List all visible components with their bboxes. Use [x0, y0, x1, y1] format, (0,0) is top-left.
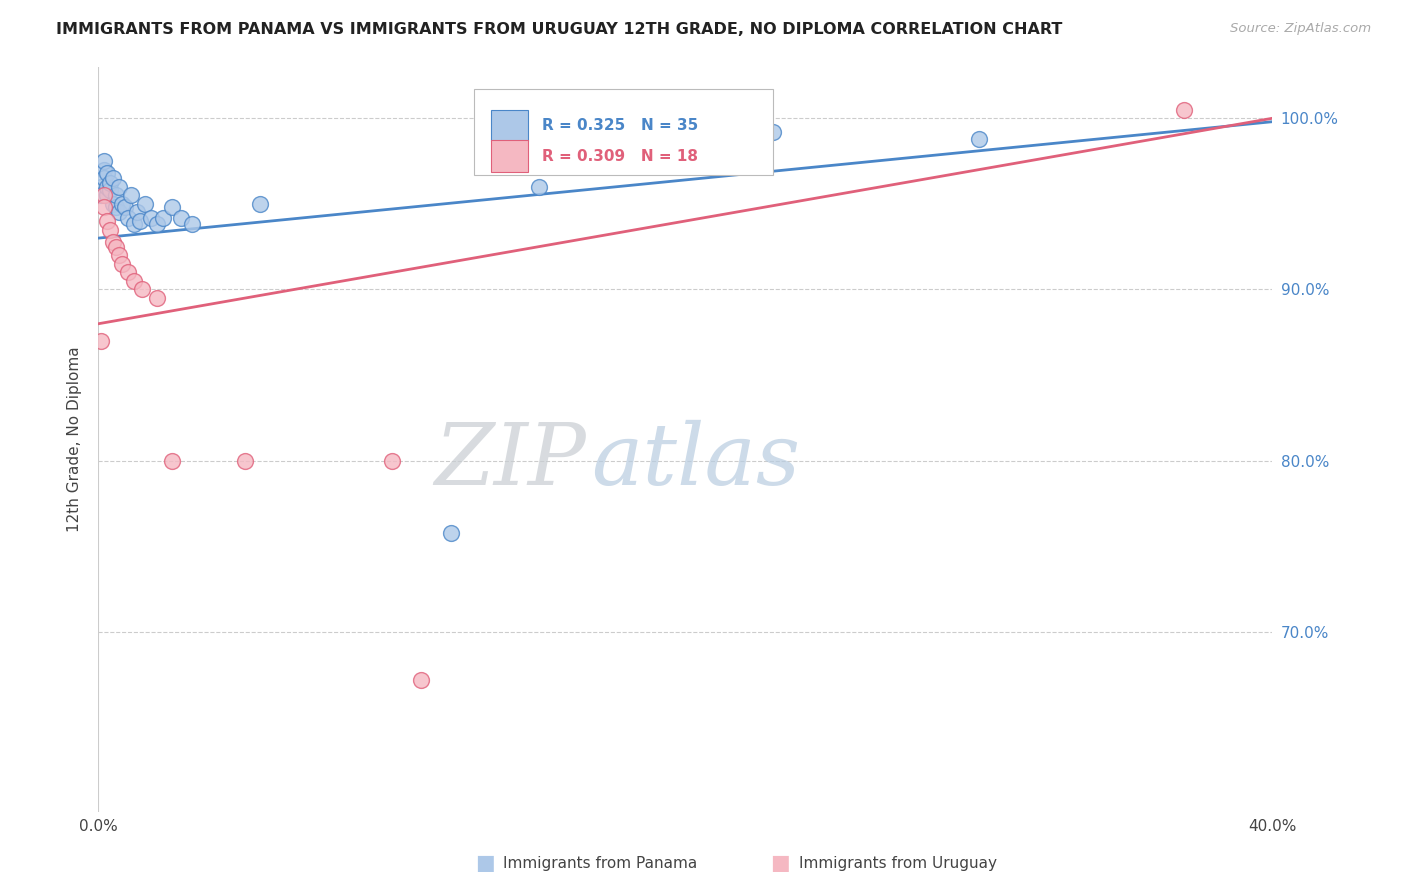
FancyBboxPatch shape — [491, 140, 529, 171]
Point — [93, 188, 115, 202]
Point — [101, 171, 124, 186]
Y-axis label: 12th Grade, No Diploma: 12th Grade, No Diploma — [67, 346, 83, 533]
Point — [1173, 103, 1195, 117]
Point — [967, 132, 990, 146]
Point — [90, 188, 112, 202]
Point — [105, 240, 128, 254]
Point — [98, 177, 121, 191]
Point — [105, 200, 128, 214]
Point — [122, 274, 145, 288]
Text: atlas: atlas — [592, 420, 800, 503]
Text: ZIP: ZIP — [434, 420, 586, 503]
Point — [111, 197, 134, 211]
Point — [90, 334, 112, 348]
Point — [146, 291, 169, 305]
Point — [111, 257, 134, 271]
Point — [122, 218, 145, 232]
Point — [125, 205, 148, 219]
Point — [762, 125, 785, 139]
Point — [117, 265, 139, 279]
Text: ■: ■ — [770, 854, 790, 873]
Point — [160, 200, 183, 214]
Point — [249, 197, 271, 211]
Point — [93, 162, 115, 177]
Point — [411, 673, 433, 687]
Point — [131, 283, 153, 297]
Point — [141, 211, 163, 225]
Point — [381, 453, 404, 467]
FancyBboxPatch shape — [491, 110, 529, 141]
FancyBboxPatch shape — [474, 89, 773, 175]
Point — [93, 200, 115, 214]
Point — [98, 222, 121, 236]
Point — [108, 179, 131, 194]
Point — [134, 197, 156, 211]
Point — [440, 525, 463, 540]
Text: IMMIGRANTS FROM PANAMA VS IMMIGRANTS FROM URUGUAY 12TH GRADE, NO DIPLOMA CORRELA: IMMIGRANTS FROM PANAMA VS IMMIGRANTS FRO… — [56, 22, 1063, 37]
Point — [527, 179, 550, 194]
Point — [96, 188, 118, 202]
Point — [93, 154, 115, 169]
Text: R = 0.309   N = 18: R = 0.309 N = 18 — [543, 149, 699, 163]
Point — [101, 197, 124, 211]
Point — [181, 218, 204, 232]
Point — [90, 179, 112, 194]
Point — [108, 205, 131, 219]
Point — [128, 214, 150, 228]
Text: R = 0.325   N = 35: R = 0.325 N = 35 — [543, 118, 699, 133]
Point — [101, 235, 124, 249]
Point — [146, 218, 169, 232]
Point — [93, 171, 115, 186]
Point — [169, 211, 191, 225]
Point — [160, 453, 183, 467]
Point — [98, 183, 121, 197]
Point — [105, 188, 128, 202]
Point — [96, 179, 118, 194]
Text: Immigrants from Panama: Immigrants from Panama — [503, 856, 697, 871]
Point — [114, 200, 136, 214]
Point — [120, 188, 142, 202]
Text: ■: ■ — [475, 854, 495, 873]
Point — [96, 214, 118, 228]
Point — [233, 453, 256, 467]
Text: Source: ZipAtlas.com: Source: ZipAtlas.com — [1230, 22, 1371, 36]
Point — [96, 166, 118, 180]
Point — [152, 211, 174, 225]
Text: Immigrants from Uruguay: Immigrants from Uruguay — [799, 856, 997, 871]
Point — [117, 211, 139, 225]
Point — [108, 248, 131, 262]
